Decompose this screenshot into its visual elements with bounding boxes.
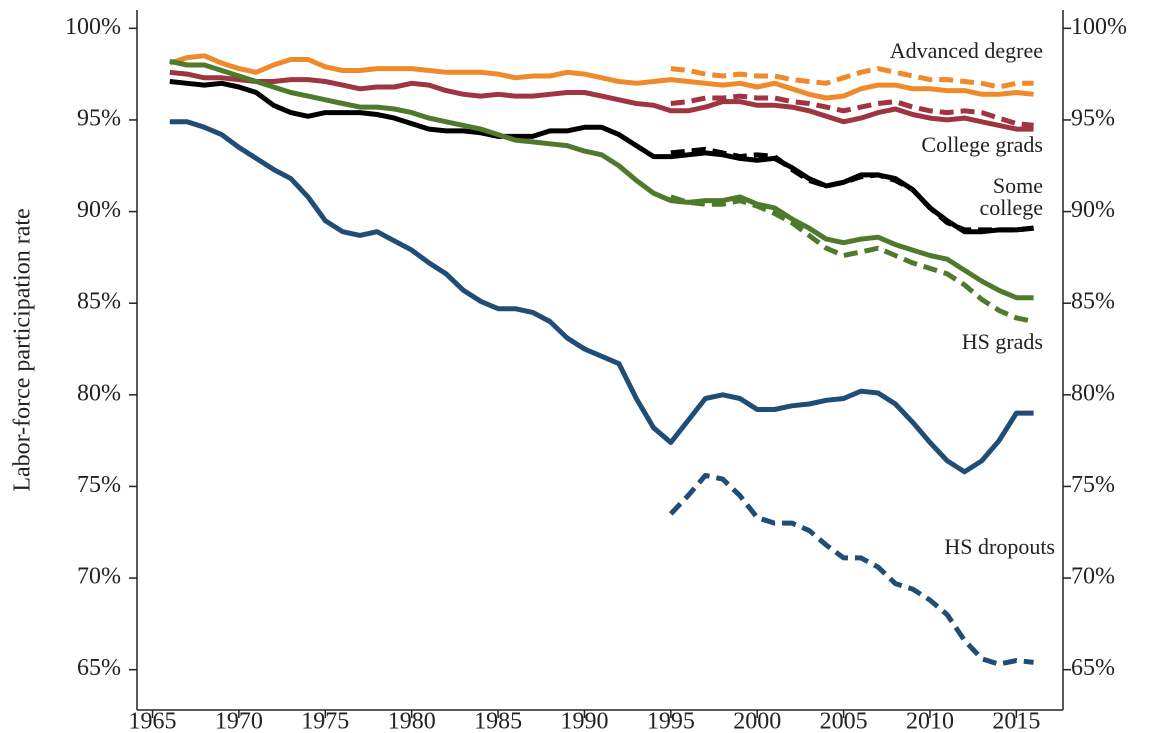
line: [169, 53, 1034, 101]
y-tick-label: 75%: [77, 472, 121, 498]
x-tick-label: 2000: [733, 709, 781, 733]
series-label: HS dropouts: [944, 534, 1055, 559]
x-tick-label: 2015: [992, 709, 1040, 733]
y2-tick-label: 100%: [1071, 14, 1127, 40]
y2-tick-label: 90%: [1071, 197, 1115, 223]
y2-tick-label: 75%: [1071, 472, 1115, 498]
y2-tick-label: 85%: [1071, 289, 1115, 315]
x-tick-label: 1995: [647, 709, 695, 733]
dashed-line: [670, 194, 1035, 324]
y-axis-label: Labor-force participation rate: [10, 208, 36, 491]
x-tick-label: 2005: [820, 709, 868, 733]
y-tick-label: 95%: [77, 105, 121, 131]
x-tick-label: 1985: [474, 709, 522, 733]
series-label: HS grads: [961, 329, 1043, 354]
y2-tick-label: 70%: [1071, 564, 1115, 590]
series-label: College grads: [921, 132, 1043, 157]
y2-tick-label: 95%: [1071, 105, 1115, 131]
y-tick-label: 80%: [77, 380, 121, 406]
y-tick-label: 90%: [77, 197, 121, 223]
y-tick-label: 100%: [65, 14, 121, 40]
dashed-line: [668, 472, 1034, 667]
x-tick-label: 1980: [388, 709, 436, 733]
x-tick-label: 1975: [301, 709, 349, 733]
y-tick-label: 85%: [77, 289, 121, 315]
y-tick-label: 70%: [77, 564, 121, 590]
y2-tick-label: 80%: [1071, 380, 1115, 406]
dashed-line: [670, 93, 1034, 128]
x-tick-label: 1990: [560, 709, 608, 733]
series-label: Some college: [979, 173, 1043, 220]
line: [169, 58, 1034, 301]
dashed-line: [670, 66, 1034, 90]
y2-tick-label: 65%: [1071, 655, 1115, 681]
line: [169, 69, 1034, 132]
x-tick-label: 1970: [215, 709, 263, 733]
line: [169, 79, 1034, 235]
y-tick-label: 65%: [77, 655, 121, 681]
series-label: Advanced degree: [889, 38, 1043, 63]
dashed-line: [670, 146, 1034, 233]
x-tick-label: 2010: [906, 709, 954, 733]
line: [169, 119, 1034, 475]
x-tick-label: 1965: [129, 709, 177, 733]
